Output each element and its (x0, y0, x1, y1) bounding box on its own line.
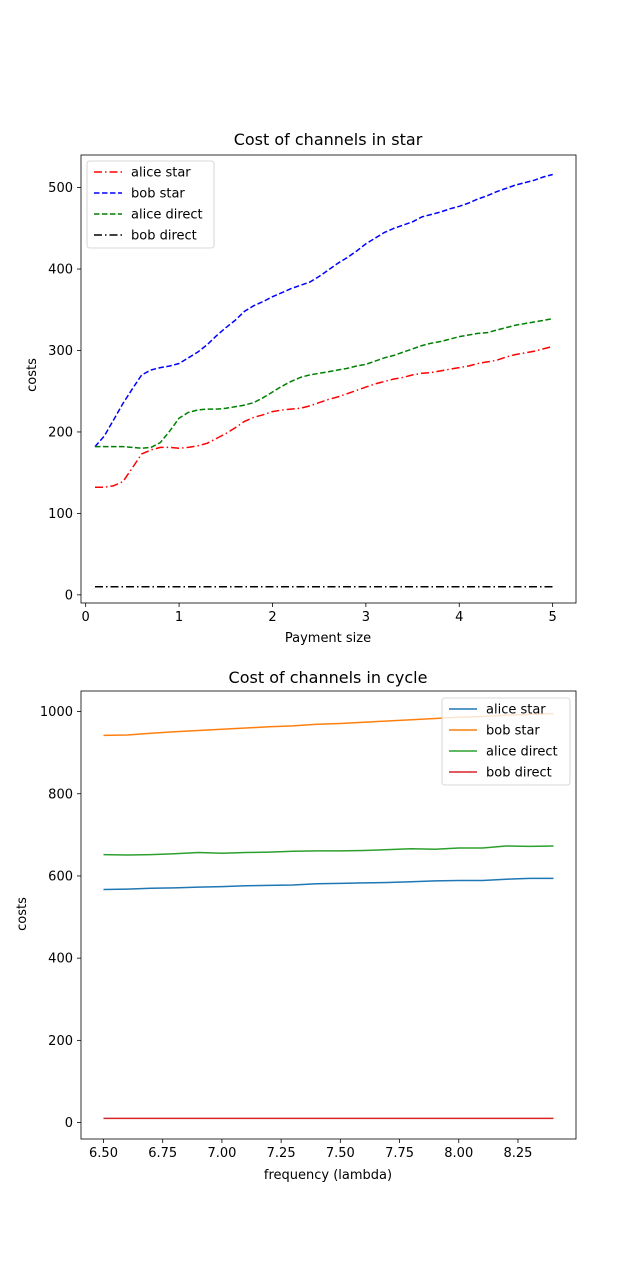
chart-cycle-x-tick-label: 8.00 (444, 1146, 473, 1161)
chart-cycle-legend (441, 697, 571, 786)
chart-star-plot-area: 0 1 2 3 4 5 0 100 200 300 400 500 alice star bob star… (48, 154, 577, 625)
chart-cycle-ylabel: costs (15, 897, 30, 931)
chart-cycle: Cost of channels in cycle 6.50 6.75 7.00 7.… (15, 668, 577, 1183)
chart-star-x-tick-label: 1 (175, 610, 183, 625)
chart-star-y-tick-label: 0 (65, 588, 73, 603)
chart-star: Cost of channels in star 0 1 2 3 4 5 0 100 200 30… (25, 130, 577, 646)
chart-cycle-y-tick-label: 1000 (40, 705, 73, 720)
chart-star-y-tick-label: 100 (48, 507, 73, 522)
chart-cycle-y-tick-label: 800 (48, 787, 73, 802)
chart-cycle-y-tick-label: 200 (48, 1034, 73, 1049)
chart-star-x-tick-label: 3 (362, 610, 370, 625)
chart-star-axes-frame (80, 154, 577, 604)
chart-star-xlabel: Payment size (285, 631, 371, 646)
chart-cycle-legend-label: alice star (486, 703, 546, 718)
chart-star-legend-label: alice star (131, 166, 191, 181)
chart-cycle-y-tick-label: 0 (65, 1116, 73, 1131)
chart-cycle-xlabel: frequency (lambda) (264, 1168, 392, 1183)
chart-cycle-x-tick-label: 7.25 (267, 1146, 296, 1161)
chart-cycle-axes-frame (80, 690, 577, 1140)
chart-cycle-x-tick-label: 6.50 (89, 1146, 118, 1161)
chart-star-legend-label: alice direct (131, 208, 203, 223)
chart-star-x-tick-label: 4 (455, 610, 463, 625)
chart-cycle-plot-area: 6.50 6.75 7.00 7.25 7.50 7.75 8.00 8.25 0 200 400 6… (40, 690, 577, 1161)
chart-star-title: Cost of channels in star (234, 130, 423, 149)
chart-star-legend (86, 160, 215, 249)
chart-star-x-tick-label: 5 (549, 610, 557, 625)
chart-cycle-x-tick-label: 7.50 (326, 1146, 355, 1161)
chart-cycle-x-tick-label: 8.25 (503, 1146, 532, 1161)
chart-star-ylabel: costs (25, 358, 40, 392)
chart-star-series-alice-direct (95, 317, 553, 449)
chart-star-y-tick-label: 300 (48, 344, 73, 359)
chart-cycle-y-tick-label: 400 (48, 952, 73, 967)
chart-cycle-legend-label: bob star (486, 724, 540, 739)
chart-star-y-tick-label: 200 (48, 425, 73, 440)
chart-cycle-legend-label: alice direct (486, 745, 558, 760)
chart-star-legend-label: bob direct (131, 229, 197, 244)
chart-cycle-title: Cost of channels in cycle (229, 668, 428, 687)
chart-cycle-y-tick-label: 600 (48, 869, 73, 884)
chart-star-legend-label: bob star (131, 187, 185, 202)
chart-cycle-x-tick-label: 7.00 (207, 1146, 236, 1161)
chart-star-x-tick-label: 2 (268, 610, 276, 625)
chart-cycle-series-alice-star (103, 877, 554, 891)
chart-star-y-tick-label: 400 (48, 263, 73, 278)
chart-cycle-x-tick-label: 6.75 (148, 1146, 177, 1161)
chart-cycle-x-tick-label: 7.75 (385, 1146, 414, 1161)
chart-star-y-tick-label: 500 (48, 181, 73, 196)
chart-cycle-legend-label: bob direct (486, 766, 552, 781)
chart-star-series-bob-star (94, 173, 553, 448)
chart-star-series-alice-star (95, 345, 553, 489)
chart-cycle-series-alice-direct (103, 845, 554, 856)
chart-star-x-tick-label: 0 (82, 610, 90, 625)
